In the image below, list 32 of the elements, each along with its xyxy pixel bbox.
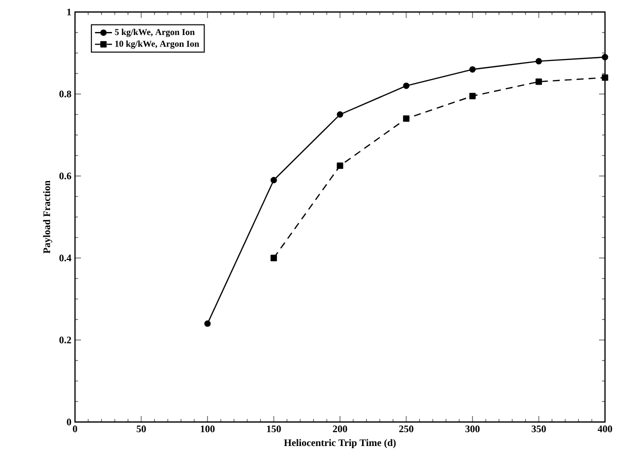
point	[469, 66, 476, 73]
x-tick-label: 350	[532, 426, 546, 432]
x-tick-label: 400	[598, 426, 612, 432]
y-tick-label: 0	[66, 418, 72, 426]
point	[270, 254, 277, 262]
y-tick-label: 1	[67, 8, 71, 16]
point	[536, 58, 542, 64]
y-tick-label: 0.4	[59, 254, 72, 262]
x-axis-title: Heliocentric Trip Time (d)	[284, 439, 396, 448]
point	[204, 320, 211, 327]
x-tick-label: 100	[200, 426, 215, 432]
x-tick-label: 150	[267, 426, 281, 432]
point	[536, 78, 542, 85]
point	[336, 111, 344, 118]
point	[602, 54, 608, 60]
x-tick-label: 200	[332, 426, 348, 432]
y-tick-label: 0.8	[59, 90, 72, 98]
point	[270, 176, 277, 184]
point	[602, 74, 608, 81]
legend-label: 10 kg/kWe, Argon Ion	[115, 40, 200, 49]
y-tick-label: 0.2	[59, 336, 72, 344]
y-tick-label: 0.6	[59, 172, 72, 180]
y-axis-title: Payload Fraction	[43, 180, 52, 254]
point	[469, 92, 476, 100]
point	[336, 162, 344, 169]
x-tick-label: 250	[399, 426, 414, 432]
point	[403, 115, 410, 122]
x-tick-label: 300	[465, 426, 480, 432]
point	[403, 82, 410, 89]
legend-label: 5 kg/kWe, Argon Ion	[114, 28, 195, 37]
x-tick-label: 50	[136, 426, 146, 432]
x-tick-label: 0	[72, 426, 78, 432]
